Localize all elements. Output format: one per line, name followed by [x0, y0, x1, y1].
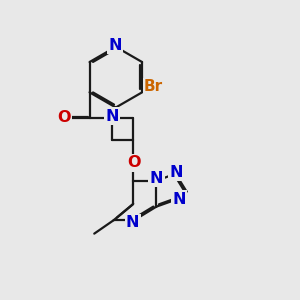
- Text: N: N: [150, 171, 163, 186]
- Text: O: O: [128, 155, 141, 170]
- Text: N: N: [109, 38, 122, 53]
- Text: Br: Br: [144, 80, 163, 94]
- Text: N: N: [126, 215, 139, 230]
- Text: N: N: [172, 192, 186, 207]
- Text: N: N: [105, 109, 119, 124]
- Text: N: N: [169, 165, 183, 180]
- Text: O: O: [58, 110, 71, 125]
